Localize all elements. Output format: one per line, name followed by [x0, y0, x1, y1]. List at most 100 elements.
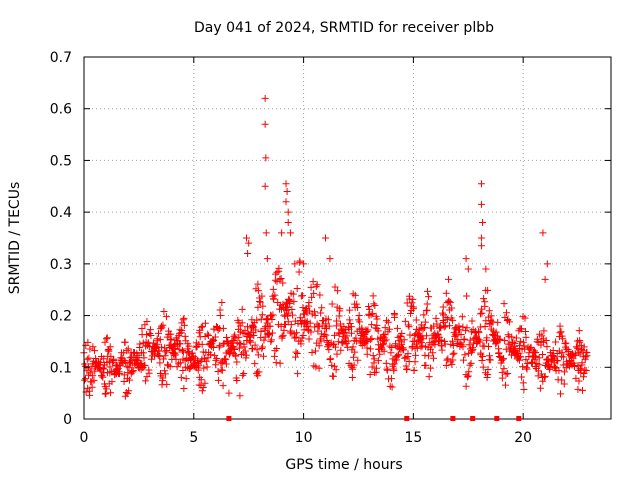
y-tick-label: 0.1 — [50, 360, 72, 376]
data-point — [485, 343, 493, 351]
data-point — [123, 347, 131, 355]
data-point — [463, 292, 471, 300]
data-point — [560, 380, 568, 388]
data-point — [136, 340, 144, 348]
data-point — [315, 364, 323, 372]
data-point — [317, 337, 325, 345]
data-point — [268, 336, 276, 344]
data-point — [259, 302, 267, 310]
data-point — [383, 317, 391, 325]
data-point — [575, 327, 583, 335]
data-point — [161, 352, 169, 360]
data-point — [449, 356, 457, 364]
data-point — [363, 328, 371, 336]
gap-marker — [404, 416, 410, 421]
data-point — [125, 376, 133, 384]
data-point — [242, 234, 250, 242]
data-point — [99, 373, 107, 381]
data-point — [441, 322, 449, 330]
data-point — [180, 385, 188, 393]
data-point — [163, 347, 171, 355]
data-point — [231, 331, 239, 339]
data-point — [450, 349, 458, 357]
data-point — [576, 336, 584, 344]
data-point — [387, 349, 395, 357]
data-point — [382, 359, 390, 367]
data-point — [214, 367, 222, 375]
data-point — [218, 299, 226, 307]
data-point — [219, 382, 227, 390]
data-point — [199, 322, 207, 330]
data-point — [373, 315, 381, 323]
data-point — [524, 359, 532, 367]
data-point — [267, 312, 275, 320]
data-point — [381, 324, 389, 332]
data-point — [423, 287, 431, 295]
data-point — [368, 363, 376, 371]
data-point — [235, 333, 243, 341]
data-point — [351, 291, 359, 299]
data-point — [558, 376, 566, 384]
data-point — [182, 375, 190, 383]
data-point — [479, 353, 487, 361]
data-point — [541, 373, 549, 381]
data-point — [520, 338, 528, 346]
data-point — [382, 336, 390, 344]
x-tick-label: 0 — [80, 430, 89, 446]
data-point — [404, 321, 412, 329]
data-point — [158, 343, 166, 351]
data-point — [291, 260, 299, 268]
data-point — [484, 286, 492, 294]
data-point — [316, 291, 324, 299]
data-point — [129, 367, 137, 375]
data-points — [80, 94, 591, 400]
data-point — [477, 234, 485, 242]
data-point — [326, 356, 334, 364]
data-point — [159, 321, 167, 329]
data-point — [311, 308, 319, 316]
data-point — [148, 355, 156, 363]
data-point — [469, 345, 477, 353]
data-point — [486, 320, 494, 328]
data-point — [229, 343, 237, 351]
data-point — [558, 349, 566, 357]
data-point — [429, 349, 437, 357]
data-point — [293, 349, 301, 357]
y-tick-label: 0.2 — [50, 309, 72, 325]
data-point — [429, 339, 437, 347]
data-point — [369, 310, 377, 318]
data-point — [252, 326, 260, 334]
data-point — [288, 306, 296, 314]
data-point — [85, 387, 93, 395]
data-point — [369, 352, 377, 360]
data-point — [199, 384, 207, 392]
data-point — [582, 367, 590, 375]
data-point — [369, 292, 377, 300]
data-point — [476, 323, 484, 331]
data-point — [445, 275, 453, 283]
data-point — [196, 326, 204, 334]
data-point — [257, 328, 265, 336]
data-point — [206, 351, 214, 359]
data-point — [254, 351, 262, 359]
data-point — [494, 318, 502, 326]
data-point — [456, 326, 464, 334]
data-point — [526, 344, 534, 352]
data-point — [368, 321, 376, 329]
data-point — [514, 349, 522, 357]
data-point — [344, 324, 352, 332]
data-point — [418, 342, 426, 350]
data-point — [143, 317, 151, 325]
data-point — [434, 330, 442, 338]
data-point — [266, 322, 274, 330]
data-point — [517, 325, 525, 333]
data-point — [256, 298, 264, 306]
data-point — [155, 329, 163, 337]
data-point — [258, 292, 266, 300]
data-point — [339, 339, 347, 347]
gap-markers — [226, 416, 522, 421]
data-point — [287, 321, 295, 329]
data-point — [482, 265, 490, 273]
data-point — [146, 326, 154, 334]
